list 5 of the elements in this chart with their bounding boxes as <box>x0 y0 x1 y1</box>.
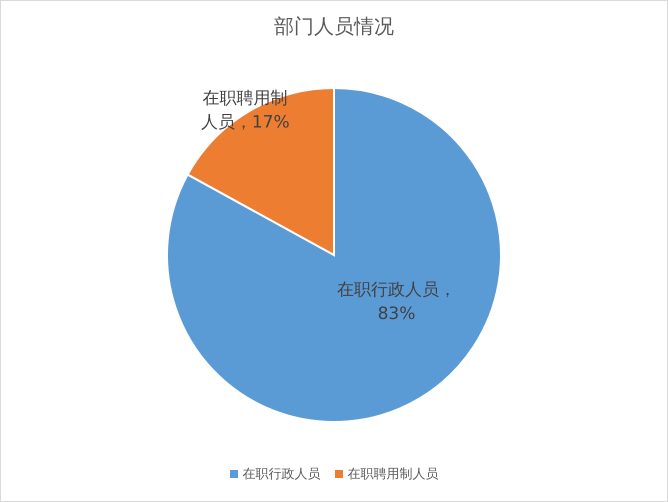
legend-label: 在职聘用制人员 <box>348 466 438 483</box>
pie-slice <box>166 87 502 423</box>
legend-label: 在职行政人员 <box>242 466 320 483</box>
chart-title: 部门人员情况 <box>273 13 395 40</box>
data-label: 在职行政人员，83% <box>337 280 456 324</box>
